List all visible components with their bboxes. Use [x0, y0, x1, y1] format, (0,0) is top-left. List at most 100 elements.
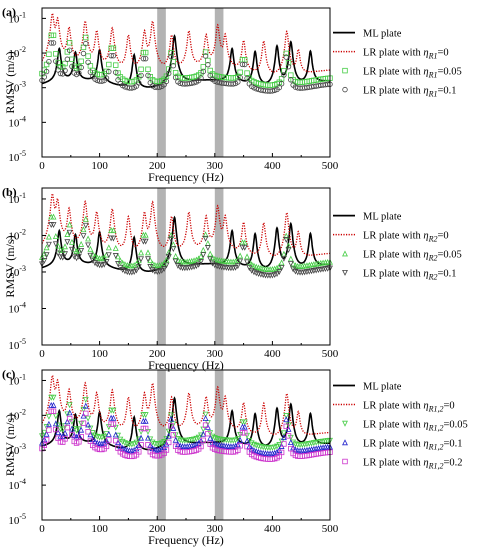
data-point	[85, 429, 91, 435]
chart-panel-3: 0 100 200 300 400 500 10-1 10-2 10-3 10-4 10-5 Freq…	[2, 367, 468, 547]
data-point	[119, 267, 126, 273]
data-point	[105, 252, 112, 259]
data-point	[172, 74, 179, 81]
data-point	[200, 246, 207, 253]
legend-marker	[342, 458, 348, 465]
data-point	[110, 421, 117, 427]
x-tick-label: 200	[149, 523, 166, 535]
data-point	[145, 66, 151, 72]
data-point	[278, 265, 285, 272]
data-point	[103, 68, 110, 75]
x-tick-label: 400	[264, 160, 281, 172]
data-point	[53, 51, 59, 57]
data-point	[66, 40, 73, 46]
data-point	[53, 426, 59, 433]
data-point	[73, 427, 80, 434]
data-point	[89, 250, 96, 257]
data-point	[285, 422, 292, 429]
data-point	[83, 34, 89, 41]
data-point	[145, 434, 151, 441]
data-point	[50, 222, 57, 228]
data-point	[46, 51, 52, 57]
legend-marker	[342, 269, 348, 276]
data-point	[135, 436, 142, 443]
data-point	[117, 257, 124, 264]
x-tick-label: 300	[207, 160, 224, 172]
data-point	[92, 432, 98, 439]
data-point	[110, 45, 117, 51]
data-point	[280, 255, 287, 262]
data-point	[108, 52, 114, 59]
y-tick-label: 10-5	[8, 512, 26, 527]
data-point	[66, 229, 73, 236]
legend-item: LR plate with ηR2=0.1	[342, 269, 457, 282]
data-point	[193, 435, 200, 442]
data-point	[106, 68, 112, 75]
y-axis-title: RMSV (m/s)	[3, 414, 17, 476]
data-point	[251, 441, 257, 448]
y-tick-label: 10-4	[8, 477, 26, 492]
y-tick-label: 10-3	[8, 264, 26, 279]
series-4	[39, 401, 333, 457]
data-point	[82, 215, 89, 222]
legend-marker	[342, 250, 348, 257]
data-point	[237, 69, 243, 75]
data-point	[142, 231, 149, 238]
panel-label: (b)	[2, 185, 17, 199]
x-tick-label: 500	[322, 348, 339, 360]
data-point	[211, 262, 218, 269]
legend-item: LR plate with ηR1=0.05	[342, 67, 462, 80]
data-point	[142, 417, 149, 424]
data-point	[66, 402, 73, 409]
data-point	[119, 438, 126, 445]
data-point	[50, 408, 57, 414]
data-point	[207, 434, 214, 441]
y-tick-label: 10-1	[8, 191, 26, 206]
data-point	[50, 394, 57, 401]
data-point	[174, 263, 181, 269]
data-point	[232, 264, 239, 271]
legend-item: LR plate with ηR1,2=0.2	[342, 458, 463, 471]
data-point	[133, 267, 140, 274]
data-point	[142, 238, 149, 245]
data-point	[62, 429, 68, 436]
data-point	[110, 414, 117, 421]
data-point	[80, 50, 87, 57]
data-point	[50, 401, 57, 408]
data-point	[66, 47, 73, 53]
data-point	[76, 439, 82, 445]
data-point	[66, 415, 73, 422]
data-point	[87, 252, 94, 259]
legend-label: LR plate with ηR1,2=0.2	[363, 458, 463, 471]
data-point	[87, 245, 94, 252]
data-point	[234, 263, 241, 270]
data-point	[103, 443, 110, 450]
data-point	[271, 272, 278, 279]
data-point	[87, 425, 94, 432]
data-point	[205, 57, 211, 64]
plot-frame	[41, 187, 331, 346]
data-point	[278, 81, 285, 87]
data-point	[55, 429, 62, 436]
data-point	[207, 430, 214, 437]
legend-label: LR plate with ηR1=0	[363, 48, 449, 61]
data-point	[66, 221, 73, 228]
data-point	[158, 267, 165, 274]
data-point	[281, 72, 287, 78]
data-point	[168, 232, 174, 238]
data-point	[209, 433, 216, 440]
data-point	[172, 436, 179, 443]
panel-label: (c)	[2, 367, 15, 381]
legend-item: LR plate with ηR2=0.05	[342, 250, 462, 263]
legend: ML plate LR plate with ηR1=0 LR plate with…	[333, 29, 462, 99]
data-point	[198, 75, 204, 81]
data-point	[232, 437, 239, 444]
data-point	[163, 447, 170, 453]
data-point	[234, 256, 241, 263]
data-point	[166, 439, 172, 446]
legend-item: ML plate	[333, 29, 402, 40]
data-point	[85, 242, 92, 249]
data-point	[62, 251, 68, 258]
data-point	[69, 63, 75, 70]
data-point	[131, 269, 138, 275]
